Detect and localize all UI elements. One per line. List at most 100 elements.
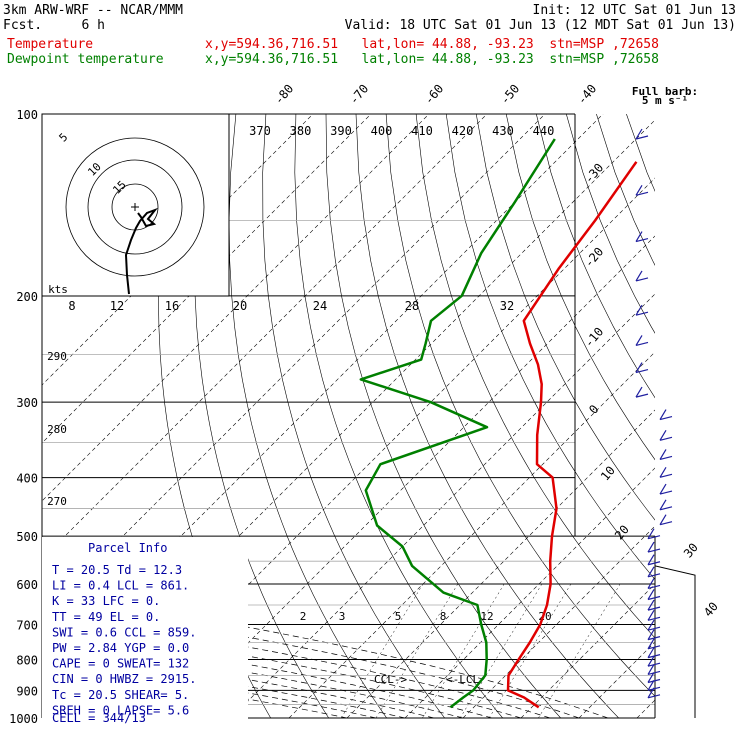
- hodograph-trace: [124, 207, 158, 295]
- pressure-tick-label: 600: [16, 578, 38, 592]
- theta-label: 420: [452, 124, 474, 138]
- dry-adiabat: [228, 114, 387, 718]
- dry-adiabat: [656, 114, 740, 718]
- mixing-ratio-line: [375, 583, 459, 718]
- pressure-tick-label: 500: [16, 530, 38, 544]
- parcel-row: CIN = 0 HWBZ = 2915.: [52, 672, 197, 686]
- moist-adiabat: [42, 627, 493, 718]
- wind-barb: [647, 528, 661, 540]
- dry-adiabat: [475, 114, 655, 521]
- hodograph-ring: [65, 137, 205, 277]
- wind-barb: [635, 231, 649, 243]
- parcel-info-box: Parcel Info T = 20.5 Td = 12.3 LI = 0.4 L…: [42, 537, 248, 730]
- parcel-row: SWI = 0.6 CCL = 859.: [52, 625, 197, 639]
- pressure-tick-label: 300: [16, 396, 38, 410]
- speed-tick-label: 16: [165, 299, 179, 313]
- temperature-legend-label: Temperature: [7, 37, 93, 52]
- isotherm-label: -60: [422, 82, 447, 108]
- parcel-row: LI = 0.4 LCL = 861.: [52, 579, 189, 593]
- wind-barb: [647, 647, 661, 659]
- pressure-tick-label: 1000: [9, 712, 38, 726]
- isotherm-label: -40: [575, 82, 600, 108]
- dry-adiabat: [536, 114, 655, 399]
- mixing-ratio-label: 2: [300, 610, 307, 623]
- theta-left-label: 290: [47, 350, 67, 363]
- parcel-row: CAPE = 0 SWEAT= 132: [52, 657, 189, 671]
- isotherm-line: [172, 235, 655, 718]
- theta-label: 410: [411, 124, 433, 138]
- isotherm-line: [230, 293, 655, 718]
- wind-barb: [659, 449, 673, 461]
- pressure-tick-label: 900: [16, 684, 38, 698]
- isotherm-line: [42, 114, 546, 618]
- wind-barb: [635, 304, 649, 316]
- parcel-row: TT = 49 EL = 0.: [52, 610, 160, 624]
- hodograph-center: [131, 203, 139, 211]
- mixing-ratio-line: [538, 583, 621, 718]
- wind-barb: [647, 619, 661, 631]
- wind-barb: [635, 335, 649, 346]
- parcel-row: K = 33 LFC = 0.: [52, 594, 160, 608]
- pressure-tick-label: 200: [16, 290, 38, 304]
- barb-key-title: Full barb:: [632, 85, 698, 98]
- wind-barb: [647, 687, 661, 699]
- moist-adiabat: [42, 643, 435, 718]
- dry-adiabat: [626, 114, 655, 192]
- dry-adiabat: [325, 114, 561, 718]
- dry-adiabat: [717, 114, 740, 718]
- wind-barb: [647, 554, 661, 566]
- wind-barb: [647, 589, 661, 601]
- hodograph-ring: [87, 159, 183, 255]
- valid-time: Valid: 18 UTC Sat 01 Jun 13 (12 MDT Sat …: [345, 18, 736, 33]
- theta-label: 390: [330, 124, 352, 138]
- speed-tick-label: 12: [110, 299, 124, 313]
- isotherm-label: 40: [701, 599, 721, 619]
- wind-barb: [635, 128, 649, 140]
- wind-barb: [647, 566, 661, 578]
- mixing-ratio-line: [422, 583, 505, 718]
- isotherm-line: [520, 583, 655, 718]
- speed-tick-label: 8: [68, 299, 75, 313]
- isotherm-label: -70: [347, 82, 372, 108]
- theta-label: 440: [533, 124, 555, 138]
- wind-barb: [659, 409, 673, 421]
- theta-label: 370: [249, 124, 271, 138]
- dry-adiabat: [566, 114, 655, 334]
- isotherm-line: [636, 699, 655, 718]
- isotherm-label: 0: [586, 402, 601, 417]
- wind-barb: [647, 599, 661, 611]
- wind-barb: [659, 429, 673, 441]
- mixing-ratio-label: 3: [339, 610, 346, 623]
- wind-barbs: [635, 128, 673, 699]
- isotherm-label: 20: [612, 522, 632, 542]
- theta-left-label: 280: [47, 423, 67, 436]
- mixing-ratio-label: 12: [480, 610, 493, 623]
- speed-tick-label: 24: [313, 299, 327, 313]
- theta-left-label: 270: [47, 495, 67, 508]
- isotherm-label: -80: [272, 82, 297, 108]
- isotherm-line: [42, 114, 372, 444]
- isotherm-line: [346, 409, 655, 718]
- isotherm-line: [42, 114, 488, 560]
- wind-barb: [659, 483, 673, 495]
- wind-barb: [647, 541, 661, 553]
- isotherm-label: -30: [582, 161, 607, 187]
- isotherm-line: [42, 114, 430, 502]
- wind-barb: [659, 499, 673, 511]
- isotherm-line: [288, 351, 655, 718]
- speed-tick-label: 32: [500, 299, 514, 313]
- wind-barb: [647, 638, 661, 650]
- isotherm-label: 10: [598, 463, 618, 483]
- lcl-annotation: <-LCL: [446, 673, 479, 686]
- parcel-row: PW = 2.84 YGP = 0.0: [52, 641, 189, 655]
- pressure-tick-label: 800: [16, 653, 38, 667]
- parcel-row: T = 20.5 Td = 12.3: [52, 563, 182, 577]
- pressure-tick-label: 100: [16, 108, 38, 122]
- mixing-ratio-label: 8: [440, 610, 447, 623]
- model-title: 3km ARW-WRF -- NCAR/MMM: [3, 3, 183, 18]
- wind-barb: [647, 629, 661, 641]
- dewpoint-legend-label: Dewpoint temperature: [7, 52, 164, 67]
